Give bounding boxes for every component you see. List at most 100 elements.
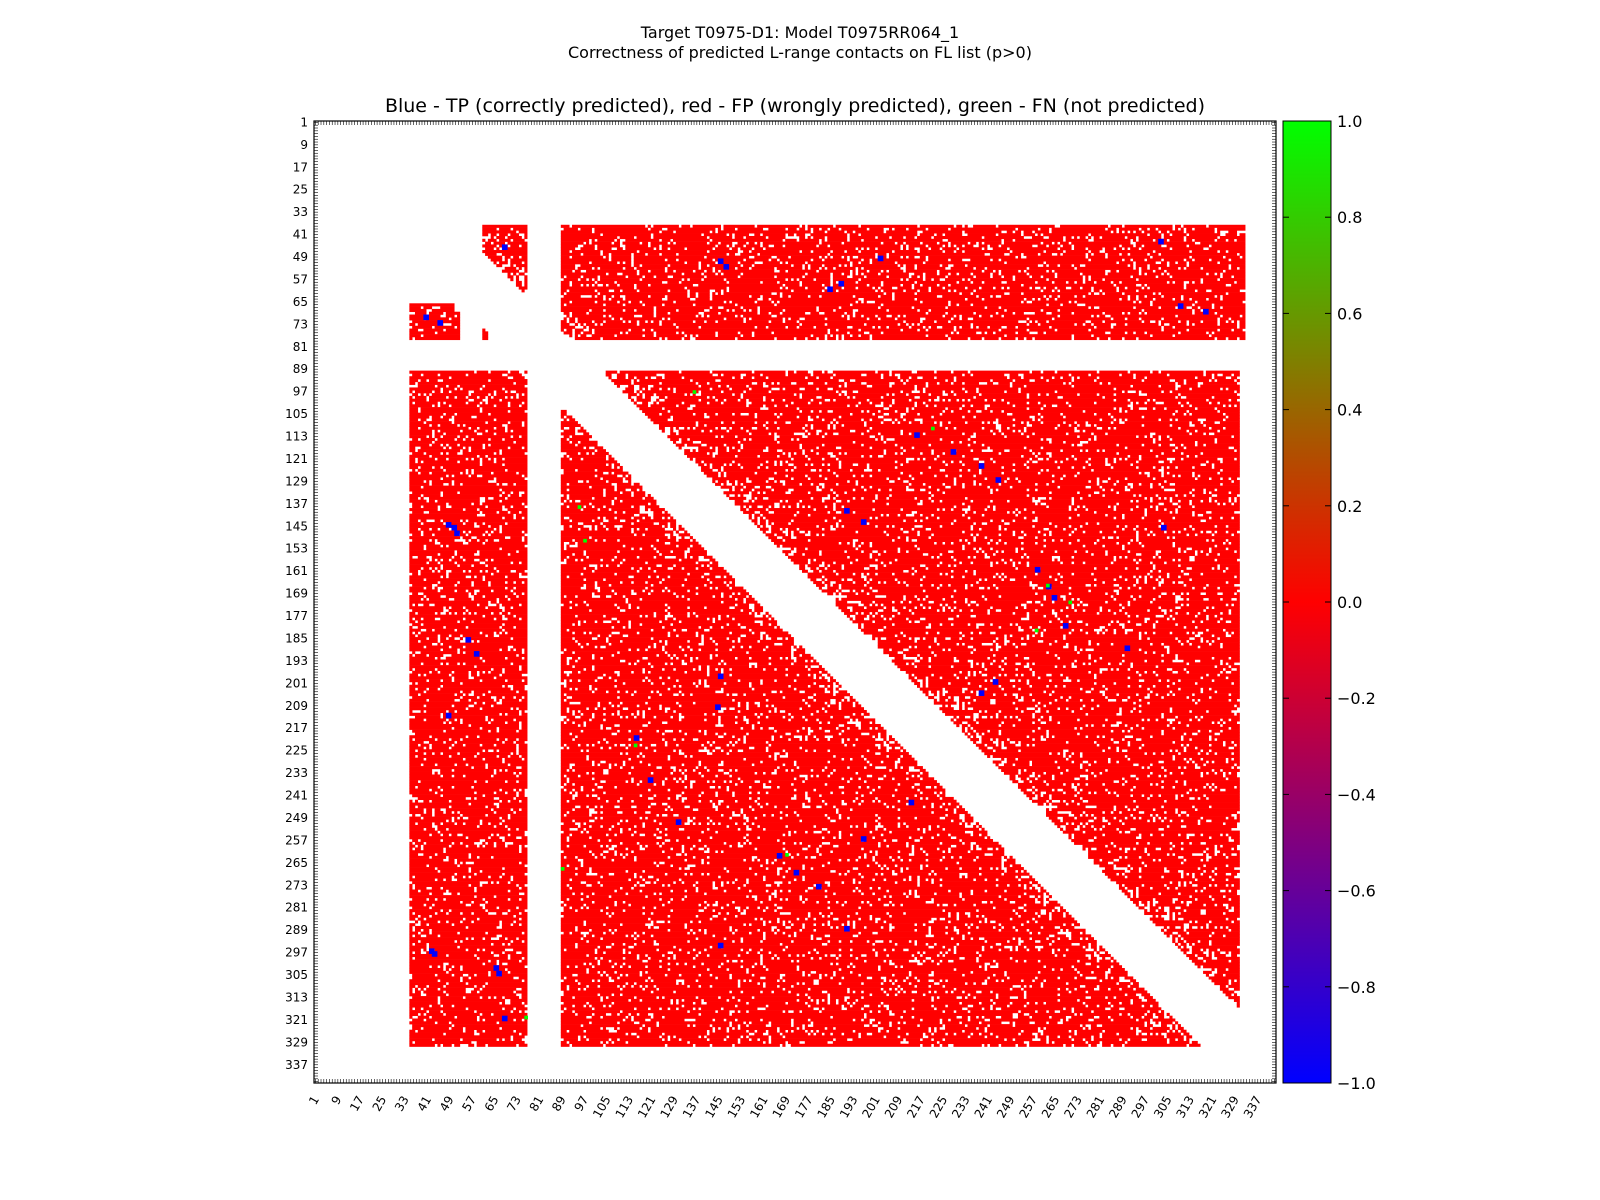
fp-cell-run (1079, 679, 1139, 683)
fp-cell-run (1015, 423, 1027, 428)
fp-cell-run (835, 502, 887, 506)
fp-cell-run (515, 381, 528, 385)
fp-cell-run (524, 393, 528, 397)
fp-cell-run (574, 331, 581, 335)
fp-cell-run (443, 320, 461, 324)
fp-cell-run (465, 437, 472, 442)
fp-cell-run (757, 662, 769, 666)
fp-cell-run (902, 463, 946, 467)
fp-cell-run (964, 398, 968, 402)
fp-cell-run (841, 446, 870, 450)
fp-cell-run (1085, 278, 1089, 282)
fp-cell-run (1034, 628, 1044, 632)
fp-cell-run (838, 334, 842, 338)
fp-cell-run (793, 561, 808, 565)
fp-cell-run (1141, 390, 1162, 394)
fp-cell-run (1189, 639, 1201, 643)
fp-cell-run (1219, 673, 1240, 677)
fp-cell-run (978, 603, 1022, 607)
fp-cell-run (1017, 667, 1030, 672)
fp-cell-run (824, 418, 834, 422)
fp-cell-run (608, 637, 651, 641)
fp-cell-run (1161, 292, 1226, 296)
fp-cell-run (858, 592, 867, 596)
fp-cell-run (684, 426, 688, 430)
fp-cell-run (1183, 457, 1218, 461)
fp-cell-run (642, 614, 646, 618)
fp-cell-run (731, 586, 744, 590)
fp-cell-run (945, 482, 954, 486)
fp-cell-run (409, 494, 421, 498)
fp-cell-run (818, 306, 839, 310)
fp-cell-run (580, 278, 587, 282)
fp-cell-run (835, 603, 859, 607)
fp-cell-run (964, 530, 1013, 534)
fp-cell-run (572, 314, 604, 318)
fp-cell-run (992, 409, 1002, 413)
fp-cell-run (905, 381, 926, 385)
fp-cell-run (1048, 482, 1097, 486)
fp-cell-run (1020, 625, 1030, 629)
fp-cell-run (1046, 331, 1106, 335)
fp-cell-run (448, 637, 455, 641)
fp-cell-run (877, 642, 937, 646)
fp-cell-run (894, 606, 904, 610)
fp-cell-run (608, 564, 618, 568)
fp-cell-run (1163, 614, 1170, 618)
fp-cell-run (712, 580, 724, 585)
fp-cell-run (423, 373, 438, 377)
fp-cell-run (860, 628, 879, 632)
fp-cell-run (799, 566, 806, 571)
fp-cell-run (1175, 297, 1181, 301)
fp-cell-run (1034, 451, 1038, 456)
fp-cell-run (1228, 336, 1238, 341)
fp-cell-run (672, 415, 705, 419)
fp-cell-run (560, 662, 567, 666)
fp-cell-run (1124, 516, 1142, 520)
fp-cell-run (672, 550, 685, 554)
fp-cell-run (1015, 564, 1027, 568)
fp-cell-run (560, 426, 564, 430)
fp-cell-run (1177, 418, 1198, 422)
fp-cell-run (757, 241, 761, 245)
fp-cell-run (914, 662, 971, 666)
fp-cell-run (1177, 510, 1193, 514)
fp-cell-run (1003, 572, 1036, 576)
fp-cell-run (1012, 634, 1027, 638)
fp-cell-run (835, 224, 859, 228)
fp-cell-run (605, 673, 618, 677)
fp-cell-run (1161, 569, 1181, 573)
fp-cell-run (504, 670, 528, 674)
fp-cell-run (510, 446, 522, 450)
fp-cell-run (409, 423, 430, 428)
fp-cell-run (482, 407, 528, 411)
fp-cell-run (737, 603, 750, 607)
fp-cell-run (412, 502, 447, 506)
fp-cell-run (827, 238, 848, 242)
fp-cell-run (782, 550, 792, 554)
fp-cell-run (597, 645, 601, 649)
fp-cell-run (706, 463, 710, 467)
fp-cell-run (911, 482, 923, 486)
fp-cell-run (759, 308, 783, 313)
fp-cell-run (1090, 250, 1100, 254)
fp-cell-run (1155, 398, 1207, 402)
fp-cell-run (880, 552, 923, 557)
fp-cell-run (639, 527, 646, 531)
fp-cell-run (709, 314, 735, 318)
fp-cell-run (810, 491, 834, 495)
fp-cell-run (588, 603, 615, 607)
fp-cell-run (1107, 432, 1151, 436)
fp-cell-run (731, 580, 735, 585)
fp-cell-run (420, 631, 480, 635)
fp-cell-run (771, 320, 783, 324)
fp-cell-run (1051, 679, 1064, 683)
fp-cell-run (1090, 320, 1103, 324)
fp-cell-run (919, 247, 929, 251)
fp-cell-run (883, 421, 893, 425)
fp-cell-run (872, 454, 879, 458)
fp-cell-run (872, 336, 949, 341)
fp-cell-run (625, 297, 663, 301)
fp-cell-run (496, 426, 506, 430)
fp-cell-run (614, 558, 623, 562)
